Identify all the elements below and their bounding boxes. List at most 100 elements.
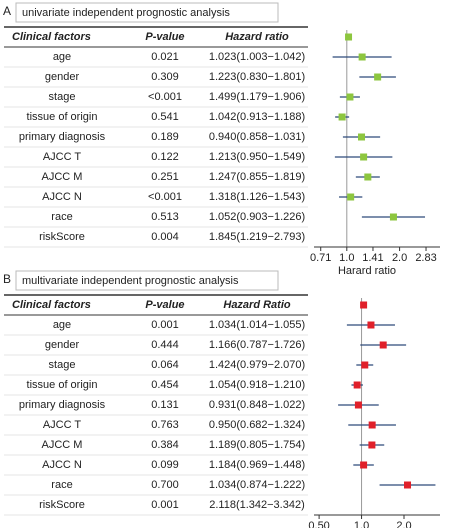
- p-value: 0.513: [151, 211, 179, 223]
- hazard-marker: [368, 421, 376, 429]
- hazard-ratio: 0.940(0.858−1.031): [209, 131, 305, 143]
- p-value: <0.001: [148, 191, 182, 203]
- hazard-marker: [368, 441, 376, 449]
- x-axis-label: Harard ratio: [338, 265, 396, 277]
- hazard-ratio: 1.189(0.805−1.754): [209, 439, 305, 451]
- factor: race: [51, 479, 72, 491]
- hazard-marker: [354, 401, 362, 409]
- x-tick-label: 1.0: [339, 252, 354, 264]
- p-value: 0.099: [151, 459, 179, 471]
- x-tick-label: 1.0: [354, 520, 369, 528]
- x-tick-label: 0.50: [308, 520, 329, 528]
- hazard-marker: [358, 133, 366, 141]
- hazard-marker: [360, 301, 368, 309]
- p-value: 0.131: [151, 399, 179, 411]
- x-tick-label: 2.83: [415, 252, 436, 264]
- hazard-ratio: 1.054(0.918−1.210): [209, 379, 305, 391]
- factor: gender: [45, 71, 80, 83]
- p-value: 0.763: [151, 419, 179, 431]
- p-value: 0.189: [151, 131, 179, 143]
- hazard-ratio: 1.247(0.855−1.819): [209, 171, 305, 183]
- factor: AJCC T: [43, 419, 82, 431]
- factor: AJCC T: [43, 151, 82, 163]
- hazard-ratio: 1.845(1.219−2.793): [209, 231, 305, 243]
- p-value: 0.541: [151, 111, 179, 123]
- hazard-ratio: 1.184(0.969−1.448): [209, 459, 305, 471]
- panel-title: univariate independent prognostic analys…: [22, 7, 230, 19]
- factor: race: [51, 211, 72, 223]
- hazard-marker: [345, 33, 353, 41]
- p-value: 0.064: [151, 359, 179, 371]
- factor: primary diagnosis: [19, 131, 106, 143]
- hazard-marker: [374, 73, 382, 81]
- p-value: <0.001: [148, 91, 182, 103]
- p-value: 0.384: [151, 439, 179, 451]
- x-tick-label: 2.0: [396, 520, 411, 528]
- factor: age: [53, 51, 71, 63]
- hazard-ratio: 1.318(1.126−1.543): [209, 191, 305, 203]
- factor: tissue of origin: [27, 379, 98, 391]
- factor: AJCC N: [42, 459, 82, 471]
- hazard-ratio: 1.052(0.903−1.226): [209, 211, 305, 223]
- hazard-ratio: 1.166(0.787−1.726): [209, 339, 305, 351]
- hazard-marker: [358, 53, 366, 61]
- column-header: Clinical factors: [12, 31, 91, 43]
- factor: gender: [45, 339, 80, 351]
- factor: tissue of origin: [27, 111, 98, 123]
- title-box: [15, 270, 279, 291]
- hazard-ratio: 1.023(1.003−1.042): [209, 51, 305, 63]
- p-value: 0.004: [151, 231, 179, 243]
- factor: stage: [49, 359, 76, 371]
- hazard-ratio: 1.213(0.950−1.549): [209, 151, 305, 163]
- factor: riskScore: [39, 231, 85, 243]
- p-value: 0.122: [151, 151, 179, 163]
- title-box: [15, 2, 279, 23]
- factor: primary diagnosis: [19, 399, 106, 411]
- hazard-marker: [367, 321, 375, 329]
- hazard-ratio: 0.931(0.848−1.022): [209, 399, 305, 411]
- factor: AJCC N: [42, 191, 82, 203]
- hazard-ratio: 2.118(1.342−3.342): [209, 499, 305, 511]
- p-value: 0.700: [151, 479, 179, 491]
- column-header: Hazard Ratio: [223, 299, 291, 311]
- x-tick-label: 0.71: [310, 252, 331, 264]
- p-value: 0.309: [151, 71, 179, 83]
- hazard-ratio: 1.034(1.014−1.055): [209, 319, 305, 331]
- hazard-marker: [338, 113, 346, 121]
- hazard-marker: [353, 381, 361, 389]
- panel-title: multivariate independent prognostic anal…: [22, 275, 239, 287]
- p-value: 0.021: [151, 51, 179, 63]
- p-value: 0.251: [151, 171, 179, 183]
- x-tick-label: 2.0: [392, 252, 407, 264]
- hazard-ratio: 1.499(1.179−1.906): [209, 91, 305, 103]
- panel-label: A: [3, 4, 11, 18]
- hazard-ratio: 1.042(0.913−1.188): [209, 111, 305, 123]
- hazard-marker: [361, 361, 369, 369]
- p-value: 0.001: [151, 319, 179, 331]
- column-header: Clinical factors: [12, 299, 91, 311]
- panel-label: B: [3, 272, 11, 286]
- hazard-marker: [364, 173, 372, 181]
- hazard-ratio: 1.223(0.830−1.801): [209, 71, 305, 83]
- hazard-marker: [360, 461, 368, 469]
- factor: AJCC M: [42, 171, 83, 183]
- x-tick-label: 1.41: [362, 252, 383, 264]
- column-header: Hazard ratio: [225, 31, 289, 43]
- p-value: 0.001: [151, 499, 179, 511]
- hazard-ratio: 1.424(0.979−2.070): [209, 359, 305, 371]
- hazard-marker: [389, 213, 397, 221]
- hazard-marker: [347, 193, 355, 201]
- hazard-ratio: 1.034(0.874−1.222): [209, 479, 305, 491]
- factor: riskScore: [39, 499, 85, 511]
- hazard-ratio: 0.950(0.682−1.324): [209, 419, 305, 431]
- factor: AJCC M: [42, 439, 83, 451]
- hazard-marker: [404, 481, 412, 489]
- factor: age: [53, 319, 71, 331]
- column-header: P-value: [145, 299, 184, 311]
- hazard-marker: [346, 93, 354, 101]
- p-value: 0.444: [151, 339, 179, 351]
- hazard-marker: [379, 341, 387, 349]
- p-value: 0.454: [151, 379, 179, 391]
- column-header: P-value: [145, 31, 184, 43]
